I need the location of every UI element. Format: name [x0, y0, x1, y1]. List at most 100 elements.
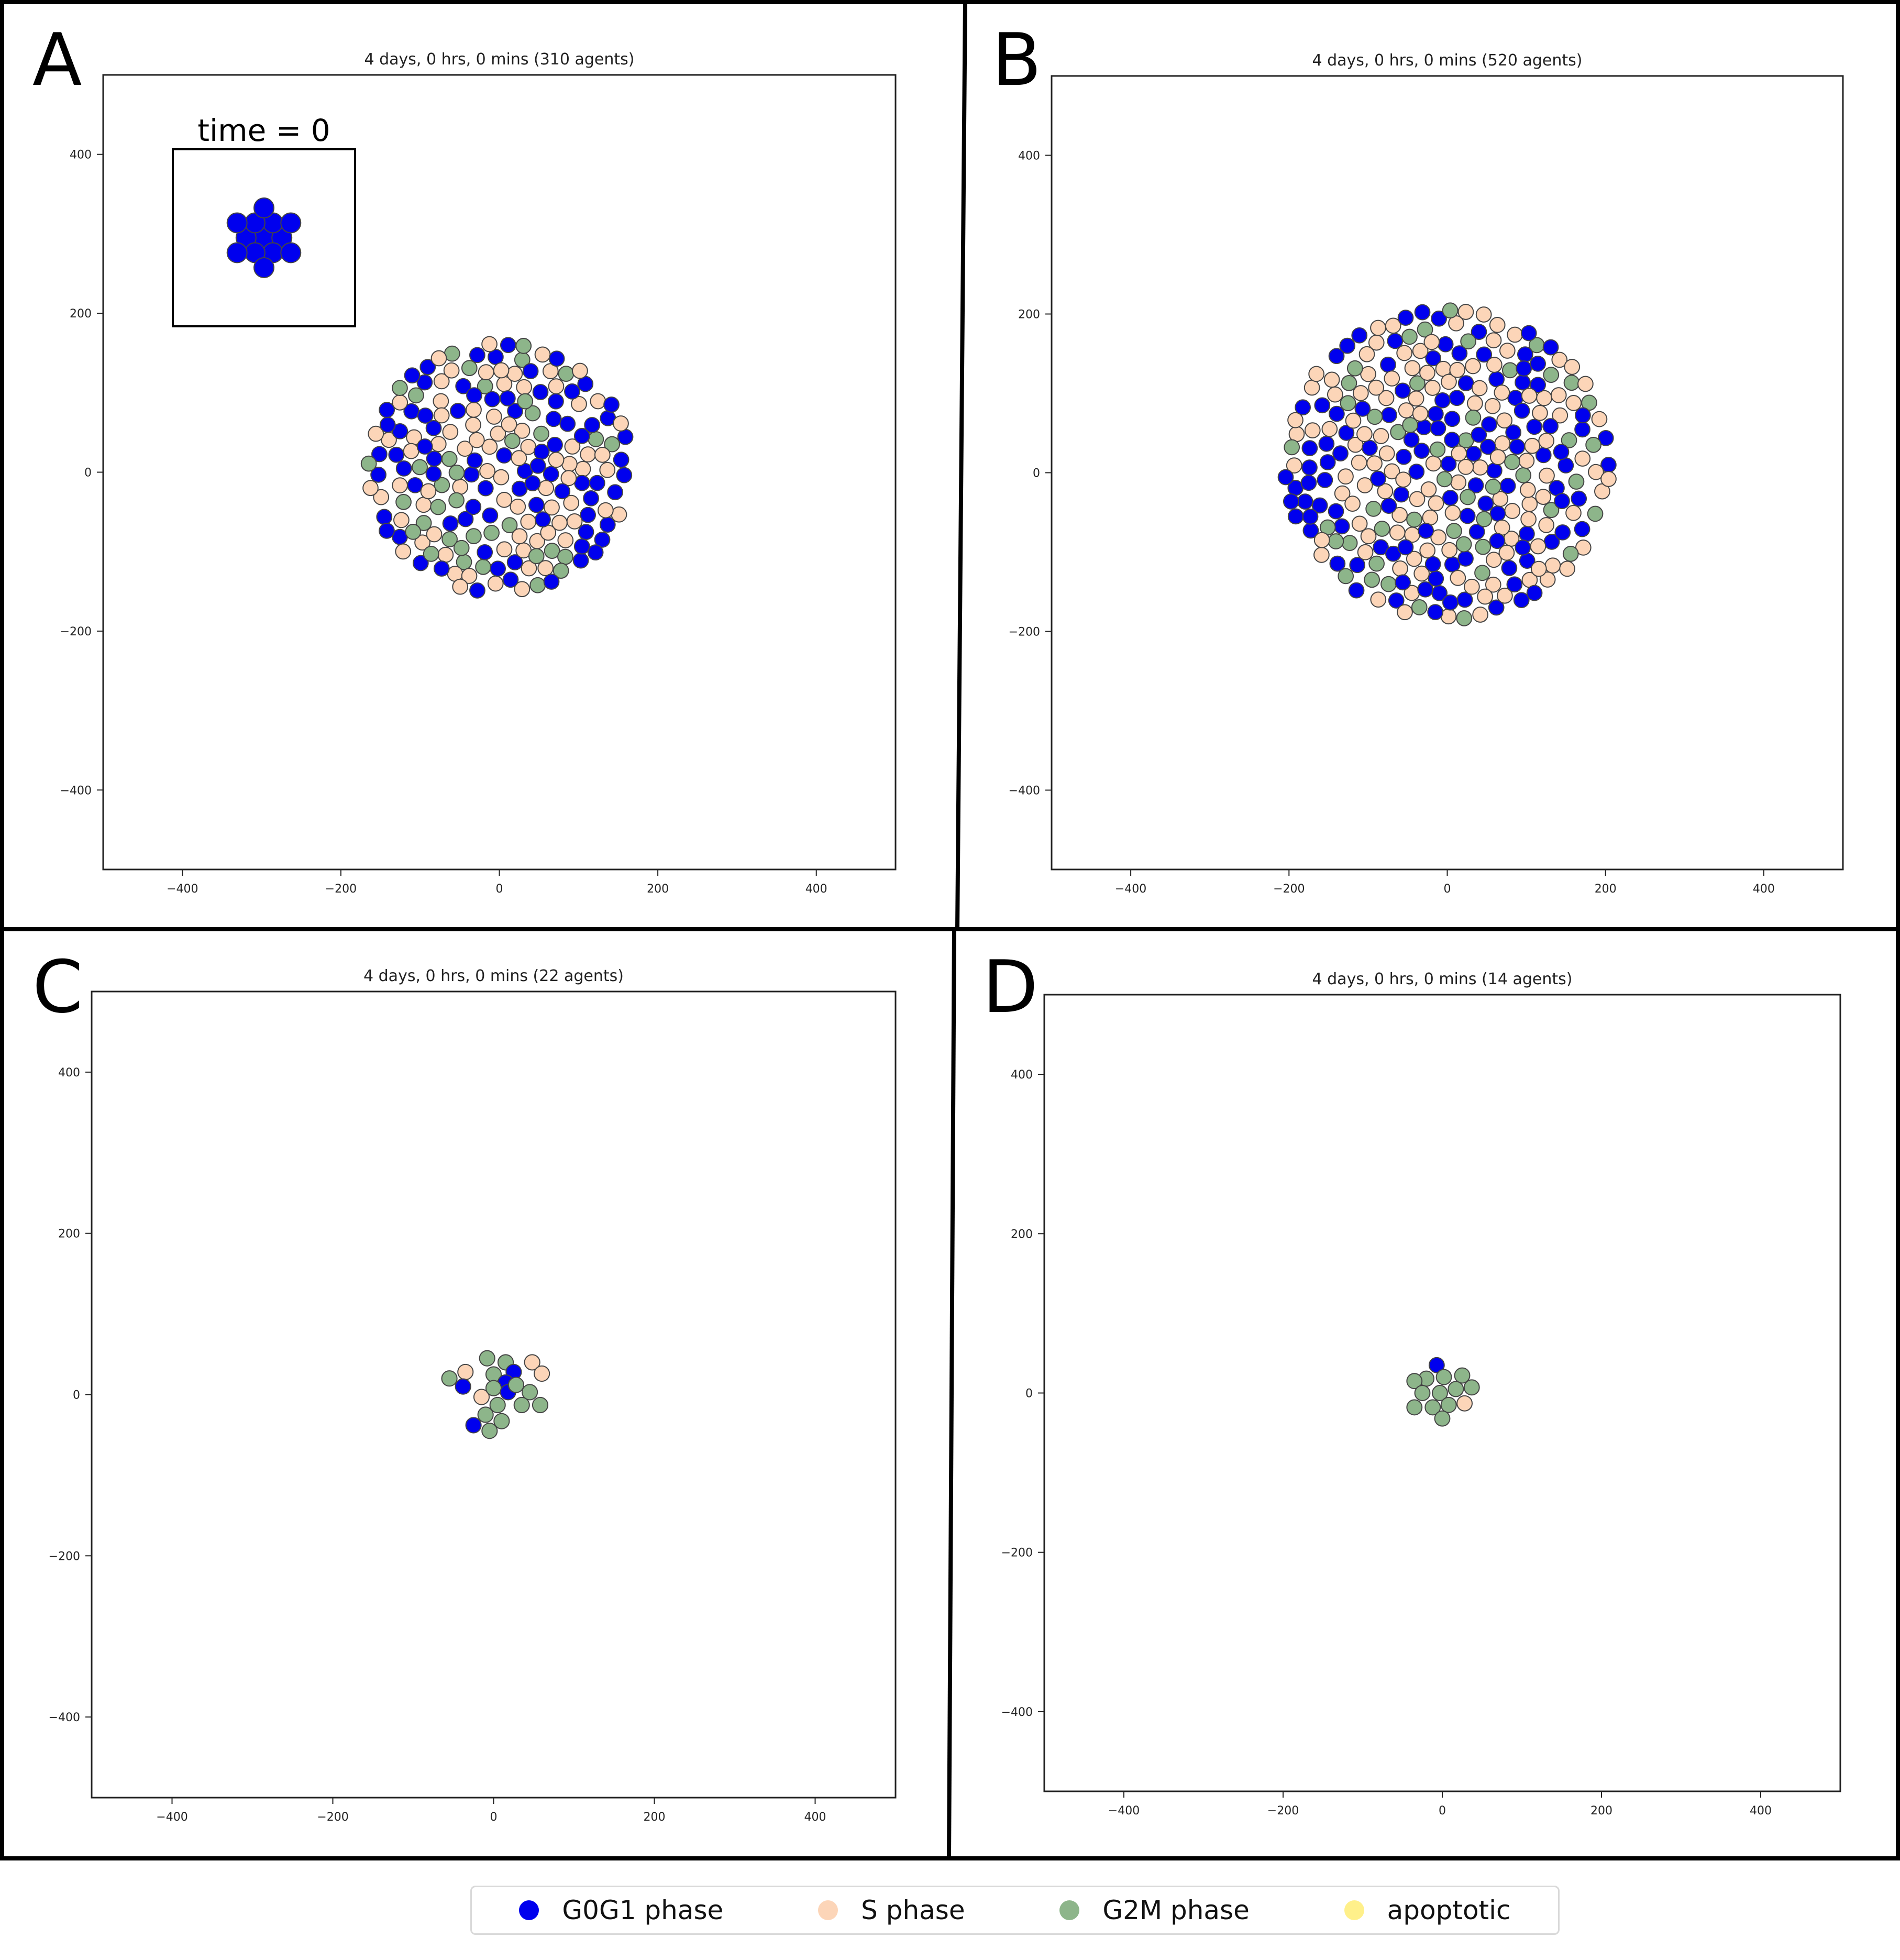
legend-swatch-apoptotic	[1344, 1900, 1364, 1920]
cell-g0g1	[1481, 416, 1497, 433]
cell-g0g1	[1397, 539, 1414, 556]
cell-g2m	[1446, 523, 1462, 539]
cell-s	[1535, 489, 1552, 505]
cell-g0g1	[594, 532, 611, 548]
cell-g0g1	[1393, 486, 1410, 503]
cell-g2m	[1380, 576, 1397, 592]
cells-layer	[1406, 1357, 1480, 1427]
x-tick-label: 200	[647, 883, 669, 896]
cell-g2m	[423, 545, 439, 562]
cell-g0g1	[1574, 421, 1590, 438]
cell-s	[534, 346, 551, 363]
cell-s	[493, 362, 510, 379]
cell-s	[1419, 365, 1435, 381]
cell-g0g1	[1301, 440, 1318, 456]
cell-g0g1	[1526, 585, 1543, 601]
y-tick-label: 0	[1025, 1388, 1033, 1401]
cell-g0g1	[1516, 360, 1532, 377]
cell-s	[590, 393, 606, 410]
divider-vertical-bottom	[947, 929, 956, 1859]
x-tick-label: 0	[496, 883, 503, 896]
cell-s	[1494, 519, 1510, 536]
cell-g0g1	[1515, 539, 1531, 556]
inset-cell-g0g1	[253, 197, 274, 218]
cell-g0g1	[1437, 336, 1454, 353]
cell-g2m	[1401, 328, 1418, 345]
y-tick-label: 400	[1018, 150, 1040, 163]
cell-g0g1	[1283, 493, 1299, 510]
cell-g0g1	[1430, 420, 1446, 437]
cell-s	[1313, 547, 1330, 563]
y-tick-label: 200	[1018, 309, 1040, 322]
cell-g0g1	[603, 397, 620, 413]
cell-s	[1370, 591, 1387, 608]
cell-s	[1538, 517, 1555, 533]
cell-g2m	[1374, 521, 1390, 537]
cell-s	[1450, 570, 1466, 586]
x-tick-label: 400	[1750, 1804, 1772, 1818]
cell-g0g1	[455, 378, 472, 394]
cell-s	[1392, 560, 1408, 577]
cell-g2m	[533, 425, 549, 442]
cell-g2m	[430, 499, 446, 515]
cell-g0g1	[1471, 426, 1487, 443]
cell-g0g1	[425, 420, 442, 436]
cell-g2m	[1568, 474, 1585, 490]
cell-g0g1	[416, 438, 433, 455]
cell-s	[510, 499, 526, 515]
cell-g2m	[1465, 410, 1482, 426]
cell-g2m	[392, 380, 408, 397]
cell-g2m	[405, 524, 422, 540]
x-tick-label: −200	[1267, 1804, 1299, 1818]
cells-layer	[360, 336, 634, 599]
cell-g2m	[1338, 568, 1354, 585]
cell-g2m	[1341, 535, 1358, 552]
x-tick-label: 0	[1444, 883, 1451, 896]
cell-g0g1	[1465, 445, 1482, 462]
cell-s	[551, 514, 568, 531]
cell-g0g1	[1362, 439, 1378, 456]
cell-g2m	[441, 450, 458, 467]
y-tick-label: −400	[1001, 1706, 1033, 1719]
cell-s	[1441, 373, 1457, 390]
cell-g2m	[1432, 1385, 1448, 1401]
cell-g0g1	[1318, 435, 1335, 452]
cell-g2m	[528, 548, 545, 565]
cell-g2m	[1442, 302, 1459, 319]
cell-g0g1	[490, 560, 506, 577]
cell-g0g1	[1328, 348, 1345, 365]
cell-g0g1	[1505, 424, 1521, 441]
cell-g0g1	[477, 544, 493, 560]
cell-s	[1409, 491, 1426, 508]
cell-g2m	[557, 548, 573, 565]
cell-s	[1507, 326, 1523, 343]
cell-s	[368, 425, 384, 442]
x-tick-label: 400	[804, 1811, 826, 1824]
cell-s	[564, 438, 581, 455]
cell-g2m	[448, 492, 465, 509]
cell-g2m	[412, 459, 428, 476]
cell-s	[496, 541, 513, 558]
legend-item-g2m: G2M phase	[1059, 1895, 1250, 1925]
cell-g2m	[1543, 367, 1560, 383]
cell-g2m	[1409, 375, 1426, 392]
cell-g0g1	[1515, 374, 1531, 391]
cell-g2m	[1414, 1385, 1431, 1401]
cell-s	[1518, 453, 1535, 469]
cell-s	[1519, 481, 1536, 498]
cell-s	[1323, 371, 1340, 388]
cell-g0g1	[1542, 418, 1559, 434]
cell-g2m	[1366, 409, 1383, 425]
legend-label-apoptotic: apoptotic	[1387, 1895, 1511, 1925]
cell-s	[1450, 474, 1467, 491]
y-tick-label: 400	[1011, 1069, 1033, 1082]
cell-g2m	[434, 477, 450, 493]
cell-g2m	[553, 563, 569, 579]
cell-g0g1	[1442, 594, 1459, 611]
cell-s	[1532, 405, 1548, 421]
cell-g2m	[1436, 471, 1453, 488]
cell-s	[443, 362, 460, 379]
cell-g2m	[532, 1396, 549, 1414]
cell-g0g1	[589, 475, 605, 491]
cell-s	[1368, 379, 1384, 396]
